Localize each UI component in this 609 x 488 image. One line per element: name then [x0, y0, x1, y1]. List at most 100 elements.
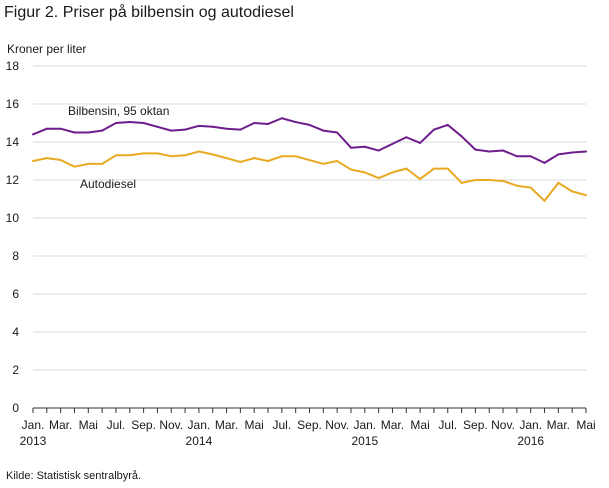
data-point-diesel	[529, 186, 532, 189]
data-point-bensin	[267, 122, 270, 125]
x-year-label: 2013	[20, 434, 47, 448]
data-point-bensin	[156, 125, 159, 128]
data-point-bensin	[280, 117, 283, 120]
data-point-diesel	[502, 179, 505, 182]
data-point-bensin	[322, 129, 325, 132]
y-tick-label: 18	[6, 59, 20, 73]
x-tick-label: Sep.	[463, 418, 488, 432]
data-point-bensin	[225, 127, 228, 130]
x-year-label: 2015	[351, 434, 378, 448]
y-tick-label: 8	[12, 249, 19, 263]
x-tick-label: Mai	[576, 418, 595, 432]
data-point-bensin	[253, 122, 256, 124]
data-point-bensin	[557, 153, 560, 156]
data-point-diesel	[280, 155, 283, 158]
data-point-bensin	[502, 149, 505, 152]
data-point-diesel	[294, 155, 297, 158]
x-tick-label: Nov.	[325, 418, 349, 432]
data-point-bensin	[73, 131, 76, 134]
data-point-diesel	[253, 157, 256, 160]
data-point-diesel	[197, 150, 200, 153]
data-point-bensin	[308, 123, 311, 126]
y-tick-label: 14	[6, 135, 20, 149]
data-point-diesel	[432, 167, 435, 170]
data-point-diesel	[405, 167, 408, 170]
x-tick-label: Jan.	[22, 418, 45, 432]
y-tick-label: 2	[12, 363, 19, 377]
data-point-diesel	[557, 181, 560, 184]
series-lines	[32, 117, 587, 202]
x-tick-label: Jul.	[438, 418, 457, 432]
data-point-diesel	[184, 154, 187, 157]
x-tick-label: Sep.	[131, 418, 156, 432]
data-point-diesel	[363, 171, 366, 174]
data-point-diesel	[308, 159, 311, 162]
data-point-bensin	[142, 122, 145, 124]
data-point-bensin	[349, 146, 352, 149]
figure-title: Figur 2. Priser på bilbensin og autodies…	[4, 4, 294, 21]
data-point-diesel	[101, 162, 104, 165]
data-point-bensin	[529, 155, 532, 158]
data-point-bensin	[585, 150, 587, 153]
data-point-diesel	[419, 178, 422, 181]
data-point-bensin	[460, 135, 463, 138]
y-tick-label: 4	[12, 325, 19, 339]
data-point-bensin	[363, 145, 366, 148]
x-tick-label: Mai	[410, 418, 429, 432]
x-year-label: 2014	[186, 434, 213, 448]
grid-lines	[33, 65, 586, 371]
data-point-diesel	[156, 152, 159, 155]
data-point-diesel	[571, 190, 574, 193]
data-point-bensin	[197, 124, 200, 127]
data-point-bensin	[45, 127, 48, 130]
data-point-bensin	[377, 149, 380, 152]
x-tick-label: Jan.	[353, 418, 376, 432]
y-axis-title: Kroner per liter	[7, 42, 86, 56]
series-label-diesel: Autodiesel	[80, 177, 136, 191]
y-tick-label: 0	[12, 401, 19, 415]
x-tick-labels: Jan. Mar. Mai Jul. Sep. Nov. Jan. Mar. Mai Jul. Se…	[20, 418, 596, 448]
series-label-bensin: Bilbensin, 95 oktan	[68, 104, 169, 118]
data-point-bensin	[211, 125, 214, 128]
data-point-diesel	[336, 160, 339, 162]
y-tick-label: 6	[12, 287, 19, 301]
data-point-diesel	[391, 171, 394, 174]
data-point-bensin	[87, 131, 90, 134]
x-tick-label: Mar.	[381, 418, 404, 432]
x-tick-label: Jul.	[107, 418, 126, 432]
data-point-bensin	[419, 141, 422, 144]
x-tick-label: Mar.	[547, 418, 570, 432]
x-tick-label: Mai	[79, 418, 98, 432]
data-point-bensin	[391, 142, 394, 145]
data-point-bensin	[170, 129, 173, 132]
x-tick-label: Sep.	[297, 418, 322, 432]
data-point-bensin	[543, 161, 546, 164]
x-tick-label: Mar.	[215, 418, 238, 432]
data-point-diesel	[59, 159, 62, 162]
x-tick-label: Nov.	[159, 418, 183, 432]
data-point-diesel	[170, 155, 173, 158]
data-point-diesel	[225, 157, 228, 160]
data-point-bensin	[239, 128, 242, 131]
data-point-bensin	[336, 131, 339, 134]
data-point-bensin	[184, 128, 187, 131]
data-point-bensin	[571, 151, 574, 154]
data-point-bensin	[488, 150, 491, 153]
x-tick-label: Mar.	[49, 418, 72, 432]
data-point-diesel	[32, 160, 34, 162]
data-point-bensin	[114, 122, 117, 124]
data-point-diesel	[73, 165, 76, 168]
y-tick-label: 10	[6, 211, 20, 225]
data-point-diesel	[114, 154, 117, 157]
x-tick-label: Jul.	[273, 418, 292, 432]
data-point-diesel	[239, 160, 242, 163]
x-axis	[32, 407, 587, 413]
data-point-bensin	[446, 123, 449, 126]
data-point-bensin	[432, 128, 435, 131]
data-point-bensin	[32, 133, 34, 136]
data-point-diesel	[128, 154, 131, 157]
data-point-diesel	[377, 177, 380, 180]
x-year-label: 2016	[517, 434, 544, 448]
data-point-diesel	[460, 181, 463, 184]
y-tick-label: 16	[6, 97, 20, 111]
